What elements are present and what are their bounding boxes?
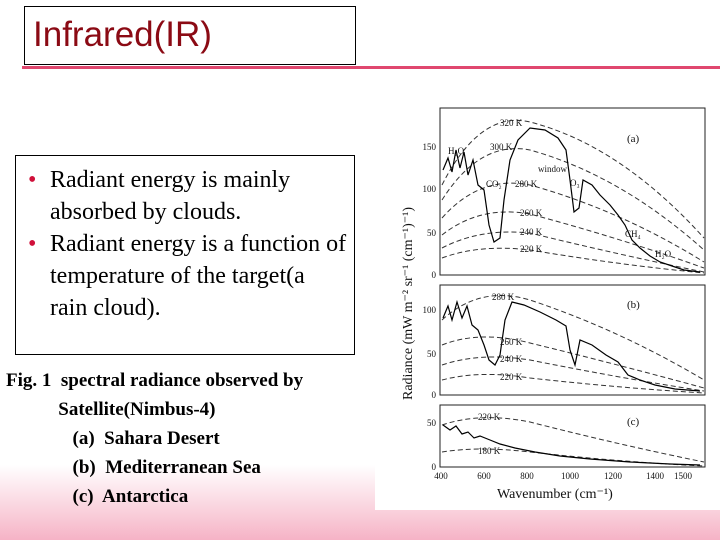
panel-label: (b) [627, 299, 640, 311]
x-tick-label: 600 [477, 471, 491, 481]
annotation: 300 K [490, 142, 513, 152]
annotation: 240 K [500, 354, 523, 364]
x-tick-label: 1200 [604, 471, 623, 481]
slide-title: Infrared(IR) [33, 15, 212, 54]
blackbody-curve [441, 148, 705, 251]
caption-line: (a) Sahara Desert [6, 428, 220, 449]
annotation: window [538, 164, 568, 174]
y-tick-label: 100 [423, 184, 437, 194]
y-axis-label: Radiance (mW m⁻² sr⁻¹ (cm⁻¹)⁻¹) [401, 207, 416, 400]
y-tick-label: 0 [432, 462, 437, 472]
annotation: H₂O [448, 146, 465, 156]
annotation: CH₄ [625, 229, 641, 239]
title-rule [22, 66, 720, 69]
caption-line: (c) Antarctica [6, 486, 189, 507]
spectrum-line [442, 127, 701, 273]
annotation: 220 K [478, 412, 501, 422]
figure-caption: Fig. 1 spectral radiance observed by Sat… [6, 366, 303, 511]
annotation: 280 K [492, 292, 515, 302]
x-tick-label: 1400 [646, 471, 665, 481]
y-tick-label: 150 [423, 142, 437, 152]
y-tick-label: 0 [432, 270, 437, 280]
caption-line: Satellite(Nimbus-4) [6, 399, 216, 420]
bullet: Radiant energy is a function of temperat… [26, 228, 348, 324]
spectrum-line [442, 424, 701, 466]
blackbody-curve [441, 373, 705, 394]
annotation: 260 K [500, 337, 523, 347]
x-tick-label: 1000 [561, 471, 580, 481]
caption-line: Fig. 1 spectral radiance observed by [6, 370, 304, 391]
annotation: 220 K [500, 372, 523, 382]
title-box: Infrared(IR) [24, 6, 356, 65]
y-tick-label: 50 [427, 349, 437, 359]
x-tick-label: 400 [434, 471, 448, 481]
spectrum-line [442, 299, 701, 392]
y-tick-label: 50 [427, 418, 437, 428]
annotation: 260 K [520, 208, 543, 218]
annotation: 320 K [500, 118, 523, 128]
blackbody-curve [441, 356, 705, 392]
y-ticks: 150 100 50 0 100 50 0 50 0 [423, 142, 437, 472]
caption-line: (b) Mediterranean Sea [6, 457, 261, 478]
blackbody-curve [441, 182, 705, 263]
blackbody-curve [441, 295, 705, 381]
annotations: 320 K 300 K H₂O window CO₂ 280 K O₃ 260 … [448, 118, 672, 456]
x-tick-label: 1500 [674, 471, 693, 481]
blackbody-curve [441, 119, 705, 239]
blackbody-curve [441, 211, 705, 269]
bullet-list: Radiant energy is mainly absorbed by clo… [16, 156, 354, 324]
measured-spectra [442, 127, 701, 466]
panel-frame [439, 284, 706, 396]
annotation: 280 K [515, 179, 538, 189]
annotation: H₂O [655, 249, 672, 259]
annotation: 240 K [520, 227, 543, 237]
x-axis-label: Wavenumber (cm⁻¹) [497, 487, 613, 502]
y-tick-label: 50 [427, 228, 437, 238]
panel-frame [439, 404, 706, 468]
y-tick-label: 100 [423, 305, 437, 315]
y-tick-label: 0 [432, 390, 437, 400]
x-tick-label: 800 [520, 471, 534, 481]
panel-frame [439, 107, 706, 276]
panel-frames [439, 107, 706, 468]
figure-background [375, 88, 720, 510]
spectrum-figure: Radiance (mW m⁻² sr⁻¹ (cm⁻¹)⁻¹) Wavenumb… [375, 88, 720, 510]
annotation: CO₂ [486, 179, 502, 189]
blackbody-curve [441, 247, 705, 274]
panel-labels: (a) (b) (c) [627, 133, 640, 428]
annotation: 180 K [478, 446, 501, 456]
panel-label: (c) [627, 416, 640, 428]
panel-label: (a) [627, 133, 640, 145]
x-ticks: 400 600 800 1000 1200 1400 1500 [434, 471, 692, 481]
bullet-box: Radiant energy is mainly absorbed by clo… [15, 155, 355, 355]
annotation: O₃ [570, 178, 580, 188]
annotation: 220 K [520, 244, 543, 254]
bullet: Radiant energy is mainly absorbed by clo… [26, 164, 348, 228]
